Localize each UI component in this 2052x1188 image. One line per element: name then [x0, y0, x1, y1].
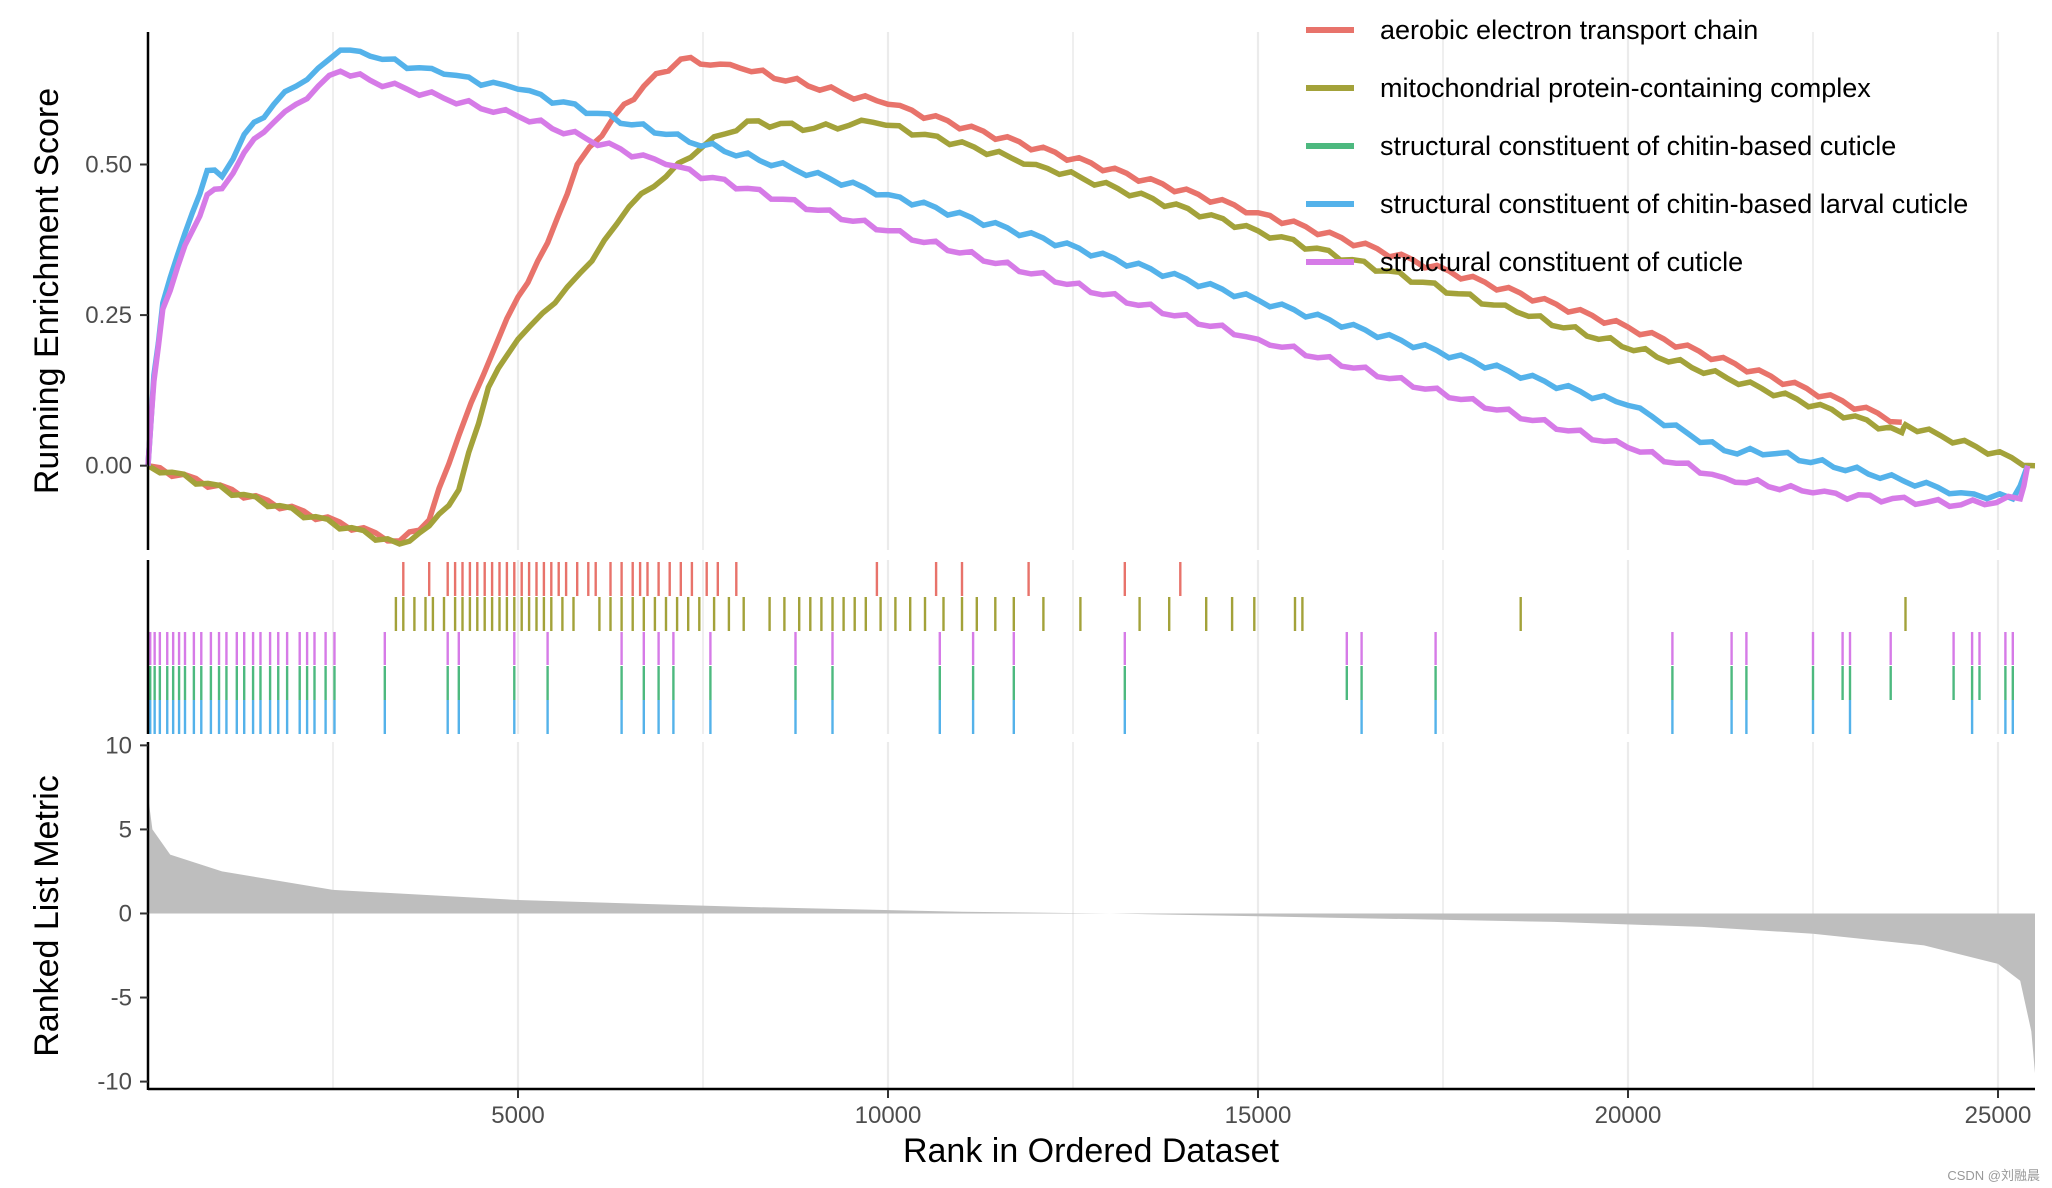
x-tick-label: 5000	[491, 1102, 544, 1129]
es-line-mitochondrial-protein-containing-complex	[146, 117, 2036, 547]
y-tick-label: 0.50	[85, 152, 132, 179]
y-tick-label: 0.00	[85, 453, 132, 480]
y-tick-label: 0.25	[85, 302, 132, 329]
legend-label: structural constituent of chitin-based l…	[1380, 189, 1968, 219]
bottom-panel-y-axis-title: Ranked List Metric	[28, 775, 66, 1057]
x-tick-label: 10000	[855, 1102, 922, 1129]
watermark: CSDN @刘融晨	[1947, 1168, 2040, 1183]
ranked-metric-panel: -10 -5 0 5 10 5000 10000 15000 20000 25000 Ranke…	[28, 732, 2035, 1170]
running-enrichment-score-lines	[145, 47, 2036, 547]
y-tick-label: 10	[105, 732, 132, 759]
bottom-panel-y-ticks: -10 -5 0 5 10	[97, 732, 148, 1096]
x-tick-label: 25000	[1965, 1102, 2032, 1129]
es-line-structural-constituent-of-chitin-based-larval-cuticle	[145, 47, 2031, 503]
hits-panel-gridlines	[332, 560, 2000, 734]
ranked-list-metric-area	[148, 795, 2035, 1074]
x-tick-label: 15000	[1225, 1102, 1292, 1129]
gene-hits-panel	[146, 560, 2015, 734]
x-tick-label: 20000	[1595, 1102, 1662, 1129]
legend-label: structural constituent of cuticle	[1380, 247, 1743, 277]
legend-label: mitochondrial protein-containing complex	[1380, 73, 1871, 103]
legend: aerobic electron transport chain mitochon…	[1306, 15, 1968, 277]
y-tick-label: -10	[97, 1069, 132, 1096]
es-line-structural-constituent-of-cuticle	[145, 68, 2031, 510]
y-tick-label: 0	[119, 900, 132, 927]
x-axis-title: Rank in Ordered Dataset	[903, 1132, 1280, 1170]
gene-hit-marks	[149, 562, 2015, 734]
es-line-aerobic-electron-transport-chain	[147, 54, 1902, 544]
top-panel-y-axis-title: Running Enrichment Score	[28, 88, 66, 494]
legend-label: structural constituent of chitin-based c…	[1380, 131, 1896, 161]
legend-label: aerobic electron transport chain	[1380, 15, 1758, 45]
y-tick-label: -5	[111, 985, 132, 1012]
enrichment-score-panel: 0.00 0.25 0.50 Running Enrichment Score	[28, 32, 2036, 550]
top-panel-y-ticks: 0.00 0.25 0.50	[85, 152, 148, 480]
y-tick-label: 5	[119, 816, 132, 843]
x-axis-ticks: 5000 10000 15000 20000 25000	[491, 1090, 2031, 1129]
